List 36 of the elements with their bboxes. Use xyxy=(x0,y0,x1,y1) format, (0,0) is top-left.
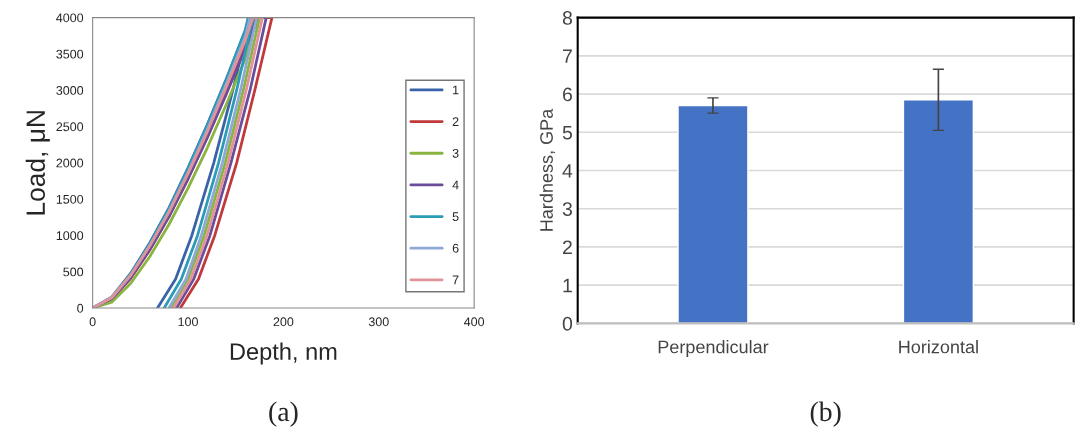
y-axis-title: Load, μN xyxy=(25,111,50,215)
legend-label: 1 xyxy=(453,85,459,95)
y-tick-label: 3000 xyxy=(56,86,84,95)
y-axis-title: Hardness, GPa xyxy=(539,108,556,231)
legend-label: 7 xyxy=(452,275,459,285)
y-tick-label: 5 xyxy=(562,125,573,140)
legend-label: 2 xyxy=(452,117,459,126)
y-tick-label: 4 xyxy=(562,164,573,178)
y-tick-label: 1 xyxy=(563,278,572,293)
y-tick-label: 2 xyxy=(563,240,572,254)
x-tick-label: 200 xyxy=(273,317,294,327)
y-tick-label: 0 xyxy=(77,303,84,313)
y-tick-label: 3 xyxy=(562,202,572,216)
x-axis-title: Depth, nm xyxy=(230,342,337,365)
x-tick-label: 300 xyxy=(368,317,389,327)
x-tick-label: 100 xyxy=(178,317,198,327)
text: (a) xyxy=(269,401,298,427)
text: (b) xyxy=(810,401,841,427)
y-tick-label: 2000 xyxy=(56,158,84,168)
legend-label: 6 xyxy=(452,243,459,253)
y-tick-label: 3500 xyxy=(56,49,84,59)
y-tick-label: 4000 xyxy=(56,13,84,23)
y-tick-label: 6 xyxy=(563,87,572,102)
x-tick-label: 0 xyxy=(89,317,96,327)
y-tick-label: 1500 xyxy=(56,194,84,204)
legend-label: 3 xyxy=(452,148,459,158)
y-tick-label: 7 xyxy=(563,49,572,63)
x-tick-label: 400 xyxy=(464,317,485,327)
y-tick-label: 500 xyxy=(63,267,84,277)
y-tick-label: 8 xyxy=(562,11,572,25)
legend-label: 5 xyxy=(452,212,459,222)
x-tick-label: Perpendicular xyxy=(658,340,769,357)
y-tick-label: 1000 xyxy=(56,231,84,241)
x-tick-label: Horizontal xyxy=(899,340,978,354)
legend-label: 4 xyxy=(452,180,459,190)
y-tick-label: 2500 xyxy=(56,122,84,132)
